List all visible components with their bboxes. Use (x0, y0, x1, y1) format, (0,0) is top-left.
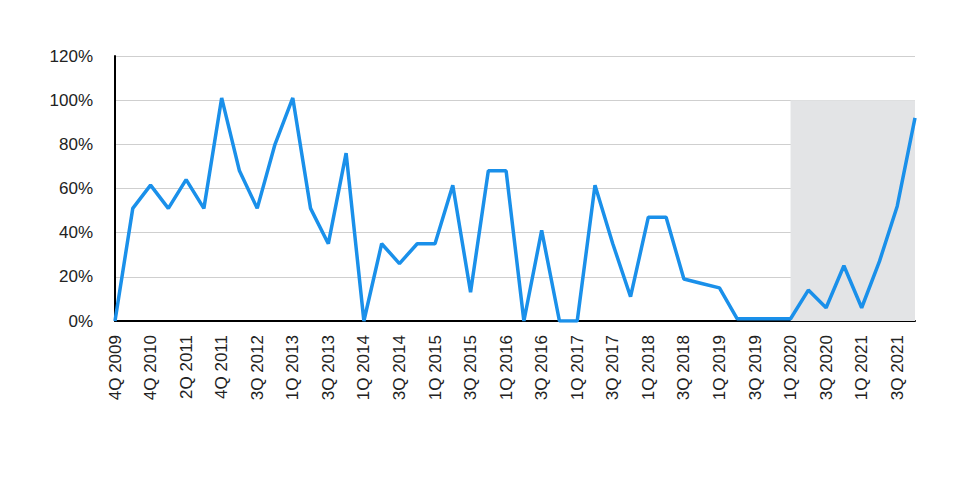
svg-text:20%: 20% (59, 267, 93, 286)
svg-text:3Q 2018: 3Q 2018 (674, 335, 693, 400)
svg-text:120%: 120% (50, 47, 93, 66)
svg-text:0%: 0% (68, 312, 93, 331)
svg-text:3Q 2016: 3Q 2016 (532, 335, 551, 400)
svg-text:1Q 2016: 1Q 2016 (497, 335, 516, 400)
svg-text:3Q 2019: 3Q 2019 (746, 335, 765, 400)
svg-text:40%: 40% (59, 223, 93, 242)
svg-text:3Q 2012: 3Q 2012 (248, 335, 267, 400)
svg-text:3Q 2013: 3Q 2013 (319, 335, 338, 400)
svg-text:1Q 2013: 1Q 2013 (283, 335, 302, 400)
svg-text:60%: 60% (59, 179, 93, 198)
svg-text:1Q 2017: 1Q 2017 (568, 335, 587, 400)
svg-text:1Q 2019: 1Q 2019 (710, 335, 729, 400)
svg-text:1Q 2015: 1Q 2015 (426, 335, 445, 400)
svg-text:3Q 2017: 3Q 2017 (603, 335, 622, 400)
svg-text:4Q 2010: 4Q 2010 (141, 335, 160, 400)
svg-text:3Q 2021: 3Q 2021 (888, 335, 907, 400)
svg-text:4Q 2009: 4Q 2009 (106, 335, 125, 400)
svg-text:3Q 2020: 3Q 2020 (817, 335, 836, 400)
svg-text:3Q 2015: 3Q 2015 (461, 335, 480, 400)
svg-text:1Q 2020: 1Q 2020 (781, 335, 800, 400)
svg-text:2Q 2011: 2Q 2011 (177, 335, 196, 399)
svg-text:80%: 80% (59, 135, 93, 154)
svg-text:3Q 2014: 3Q 2014 (390, 335, 409, 400)
svg-text:1Q 2021: 1Q 2021 (852, 335, 871, 400)
svg-text:100%: 100% (50, 91, 93, 110)
svg-text:1Q 2018: 1Q 2018 (639, 335, 658, 400)
svg-text:1Q 2014: 1Q 2014 (354, 335, 373, 400)
svg-text:4Q 2011: 4Q 2011 (212, 335, 231, 399)
